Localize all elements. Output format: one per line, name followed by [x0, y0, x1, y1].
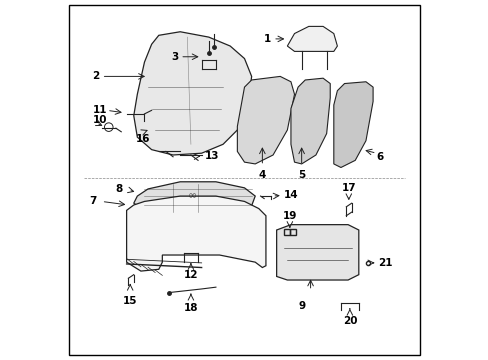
Polygon shape [287, 26, 337, 51]
Text: 7: 7 [89, 197, 96, 206]
Text: 17: 17 [341, 183, 355, 193]
Text: 1: 1 [264, 34, 271, 44]
Text: 20: 20 [342, 316, 356, 327]
Text: 3: 3 [171, 52, 178, 62]
Text: 10: 10 [93, 115, 107, 125]
Text: 13: 13 [205, 151, 219, 161]
Polygon shape [134, 182, 255, 214]
Text: 4: 4 [258, 170, 265, 180]
Polygon shape [333, 82, 372, 167]
Text: 14: 14 [283, 190, 298, 200]
Text: 9: 9 [298, 301, 305, 311]
Text: 16: 16 [135, 134, 150, 144]
Text: 19: 19 [282, 211, 296, 221]
Text: 18: 18 [183, 303, 198, 313]
Polygon shape [134, 32, 251, 155]
Polygon shape [276, 225, 358, 280]
Text: 21: 21 [378, 258, 392, 268]
Polygon shape [126, 196, 265, 271]
Text: 8: 8 [116, 184, 123, 194]
Text: 12: 12 [183, 270, 198, 280]
Polygon shape [237, 76, 294, 164]
Text: 15: 15 [122, 296, 137, 306]
Polygon shape [290, 78, 329, 164]
Text: 2: 2 [92, 71, 100, 81]
Text: 6: 6 [376, 152, 383, 162]
Text: 5: 5 [297, 170, 305, 180]
Text: 11: 11 [93, 105, 107, 115]
Text: ∞: ∞ [188, 191, 197, 201]
